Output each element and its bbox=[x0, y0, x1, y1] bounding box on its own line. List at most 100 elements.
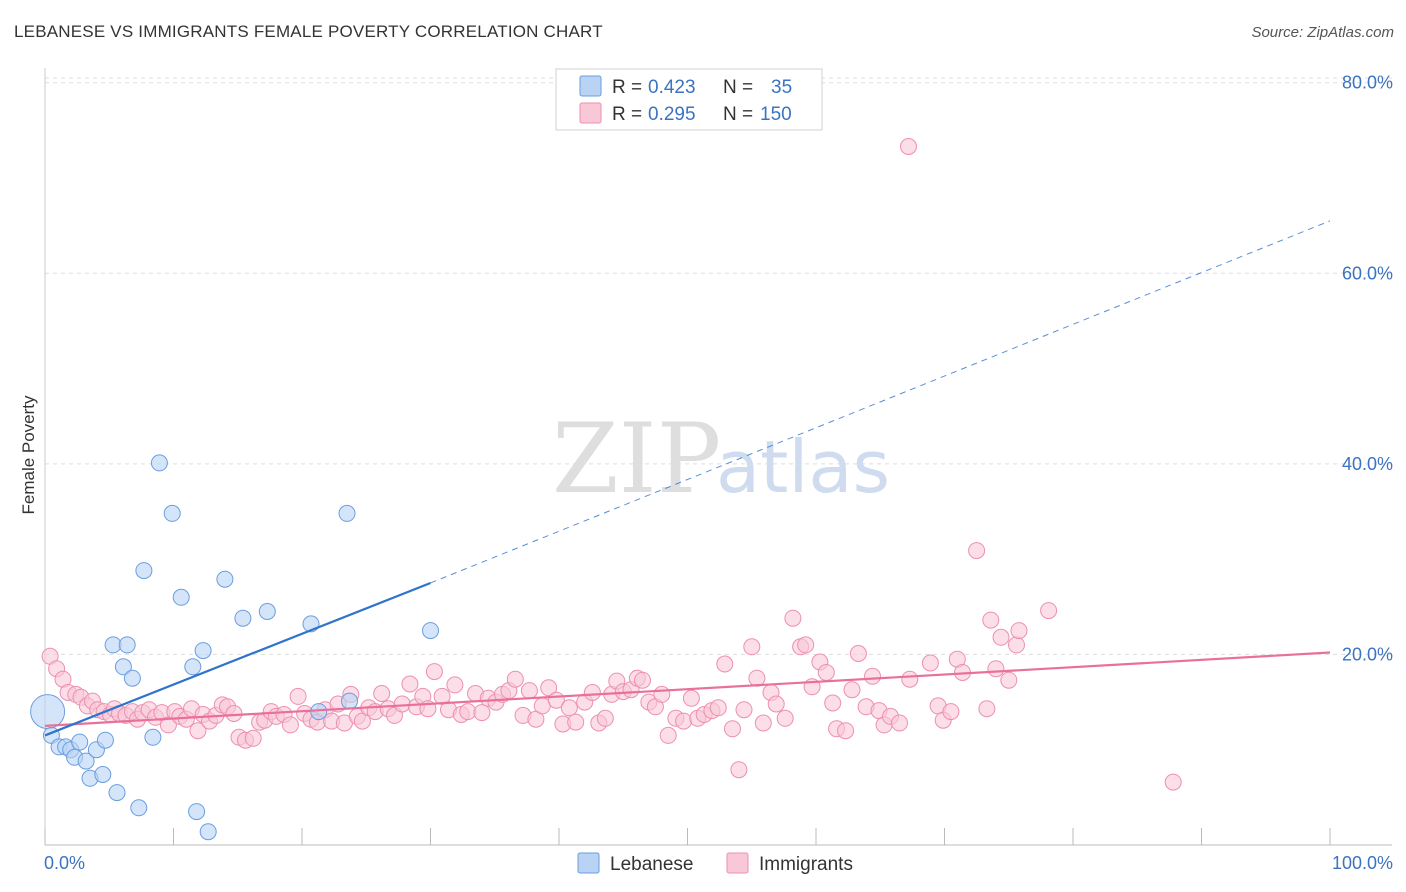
legend-n-label-immigrants: N = bbox=[723, 104, 753, 125]
immigrants-point bbox=[743, 638, 761, 656]
grid-layer bbox=[45, 77, 1392, 655]
lebanese-point bbox=[114, 658, 132, 676]
immigrants-point bbox=[968, 542, 986, 560]
immigrants-trend-line bbox=[44, 651, 1331, 727]
lebanese-point bbox=[216, 570, 234, 588]
immigrants-point bbox=[540, 679, 558, 697]
bottom-legend: Lebanese Immigrants bbox=[577, 852, 853, 875]
immigrants-point bbox=[682, 689, 700, 707]
lebanese-point bbox=[341, 692, 358, 710]
immigrants-point bbox=[659, 726, 677, 744]
immigrants-point bbox=[843, 681, 861, 699]
immigrants-point bbox=[425, 663, 443, 681]
lebanese-point bbox=[96, 731, 114, 749]
lebanese-trend-line bbox=[44, 581, 431, 737]
lebanese-point bbox=[144, 728, 162, 746]
legend-n-value-lebanese: 35 bbox=[771, 77, 792, 98]
immigrants-point bbox=[446, 676, 464, 694]
immigrants-point bbox=[373, 685, 391, 702]
bottom-legend-swatch-lebanese bbox=[577, 852, 600, 874]
legend-r-label-lebanese: R = bbox=[612, 77, 642, 98]
y-tick-label: 20.0% bbox=[1342, 644, 1393, 664]
immigrants-point bbox=[735, 701, 753, 719]
bottom-legend-label-immigrants: Immigrants bbox=[759, 854, 853, 875]
immigrants-point bbox=[987, 660, 1005, 678]
legend-swatch-immigrants bbox=[579, 102, 602, 124]
immigrants-point bbox=[730, 761, 748, 779]
lebanese-point bbox=[130, 799, 148, 817]
immigrants-point bbox=[596, 709, 614, 727]
points-layer bbox=[30, 138, 1182, 841]
immigrants-point bbox=[776, 709, 794, 727]
immigrants-point bbox=[401, 675, 419, 693]
watermark-zip: ZIP bbox=[552, 403, 721, 515]
lebanese-point bbox=[150, 454, 168, 472]
immigrants-point bbox=[583, 684, 601, 701]
y-tick-label: 80.0% bbox=[1342, 73, 1393, 93]
immigrants-point bbox=[837, 722, 855, 740]
immigrants-point bbox=[824, 694, 842, 712]
x-tick-label: 0.0% bbox=[44, 853, 85, 873]
immigrants-point bbox=[520, 682, 538, 700]
axes-layer: 20.0% 40.0% 60.0% 80.0% 0.0% 100.0% bbox=[44, 68, 1393, 873]
lebanese-point bbox=[199, 823, 217, 841]
immigrants-point bbox=[767, 695, 785, 713]
legend-r-value-immigrants: 0.295 bbox=[648, 104, 696, 125]
y-axis-label: Female Poverty bbox=[19, 395, 38, 515]
immigrants-point bbox=[473, 704, 491, 722]
immigrants-point bbox=[784, 609, 802, 627]
lebanese-point bbox=[338, 504, 356, 522]
chart-source: Source: ZipAtlas.com bbox=[1251, 24, 1394, 41]
legend-swatch-lebanese bbox=[579, 75, 602, 97]
trend-layer bbox=[44, 220, 1331, 737]
immigrants-point bbox=[567, 713, 585, 731]
immigrants-point bbox=[189, 722, 207, 740]
lebanese-point bbox=[422, 622, 439, 640]
immigrants-point bbox=[748, 669, 766, 687]
immigrants-point bbox=[244, 729, 262, 747]
lebanese-point bbox=[258, 603, 276, 620]
lebanese-point bbox=[123, 669, 141, 687]
immigrants-point bbox=[1164, 773, 1182, 791]
lebanese-point bbox=[118, 636, 136, 654]
chart-title: LEBANESE VS IMMIGRANTS FEMALE POVERTY CO… bbox=[14, 22, 603, 41]
immigrants-point bbox=[459, 703, 477, 721]
immigrants-point bbox=[393, 695, 411, 713]
bottom-legend-swatch-immigrants bbox=[726, 852, 749, 874]
watermark: ZIP atlas bbox=[552, 403, 890, 515]
immigrants-point bbox=[864, 667, 881, 685]
lebanese-point bbox=[71, 733, 89, 751]
immigrants-point bbox=[653, 685, 671, 703]
immigrants-point bbox=[797, 636, 815, 654]
lebanese-point bbox=[163, 504, 181, 522]
immigrants-point bbox=[754, 714, 772, 732]
immigrants-point bbox=[1010, 622, 1028, 640]
immigrants-point bbox=[1040, 602, 1058, 620]
immigrants-point bbox=[506, 670, 524, 688]
bottom-legend-label-lebanese: Lebanese bbox=[610, 854, 693, 875]
immigrants-point bbox=[901, 670, 919, 688]
immigrants-point bbox=[978, 700, 996, 718]
lebanese-point bbox=[94, 766, 112, 783]
legend-n-value-immigrants: 150 bbox=[760, 104, 792, 125]
lebanese-point bbox=[194, 642, 212, 660]
y-tick-label: 40.0% bbox=[1342, 454, 1393, 474]
lebanese-point bbox=[172, 588, 190, 606]
legend-n-label-lebanese: N = bbox=[723, 77, 753, 98]
immigrants-point bbox=[289, 687, 307, 705]
lebanese-trend-extrapolation bbox=[430, 220, 1331, 584]
immigrants-point bbox=[891, 714, 908, 732]
watermark-atlas: atlas bbox=[716, 425, 890, 509]
immigrants-point bbox=[225, 705, 243, 722]
immigrants-point bbox=[921, 654, 939, 672]
legend-r-label-immigrants: R = bbox=[612, 104, 642, 125]
immigrants-point bbox=[724, 720, 741, 738]
immigrants-point bbox=[982, 611, 1000, 629]
lebanese-point bbox=[188, 803, 206, 821]
immigrants-point bbox=[716, 655, 734, 673]
legend: R = 0.423 N = 35 R = 0.295 N = 150 bbox=[555, 68, 823, 131]
immigrants-point bbox=[533, 697, 551, 715]
immigrants-point bbox=[1008, 636, 1025, 654]
immigrants-point bbox=[900, 138, 917, 155]
